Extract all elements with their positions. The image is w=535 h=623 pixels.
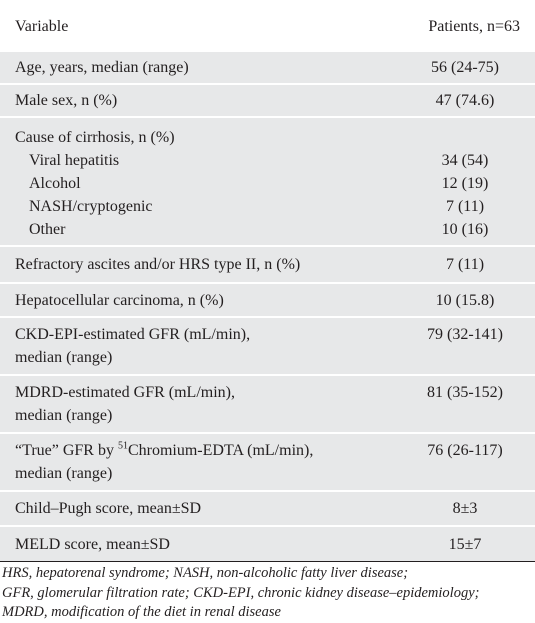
row-label: Male sex, n (%) — [0, 83, 395, 117]
row-label: Other — [0, 218, 395, 246]
row-label: “True” GFR by 51Chromium-EDTA (mL/min), m… — [0, 432, 395, 491]
row-value: 34 (54) — [395, 149, 535, 172]
row-label: Viral hepatitis — [0, 149, 395, 172]
table-row-cause-header: Cause of cirrhosis, n (%) — [0, 116, 535, 149]
footnote-line: MDRD, modification of the diet in renal … — [2, 604, 281, 621]
header-patients: Patients, n=63 — [395, 0, 535, 52]
patient-characteristics-table: Variable Patients, n=63 Age, years, medi… — [0, 0, 535, 561]
row-label: CKD-EPI-estimated GFR (mL/min), median (r… — [0, 316, 395, 375]
table-row-true-gfr: “True” GFR by 51Chromium-EDTA (mL/min), m… — [0, 432, 535, 491]
row-value — [395, 116, 535, 149]
table-row-ckd-epi: CKD-EPI-estimated GFR (mL/min), median (r… — [0, 316, 535, 375]
footnote-line: HRS, hepatorenal syndrome; NASH, non-alc… — [2, 565, 409, 581]
row-value: 47 (74.6) — [395, 83, 535, 117]
table-row-ascites: Refractory ascites and/or HRS type II, n… — [0, 245, 535, 283]
footnote-line: GFR, glomerular filtration rate; CKD-EPI… — [2, 584, 480, 601]
table-row-cause-alcohol: Alcohol 12 (19) — [0, 172, 535, 195]
row-label: Alcohol — [0, 172, 395, 195]
row-label-line1: CKD-EPI-estimated GFR (mL/min), — [15, 326, 251, 343]
row-label-post: Chromium-EDTA (mL/min), — [127, 442, 314, 459]
row-value: 81 (35-152) — [395, 374, 535, 433]
row-label-line1: MDRD-estimated GFR (mL/min), — [15, 384, 235, 401]
row-label: Hepatocellular carcinoma, n (%) — [0, 282, 395, 317]
row-value: 12 (19) — [395, 172, 535, 195]
header-variable: Variable — [0, 0, 395, 52]
table-row-cause-viral: Viral hepatitis 34 (54) — [0, 149, 535, 172]
row-value: 8±3 — [395, 490, 535, 526]
row-value: 15±7 — [395, 525, 535, 561]
row-value: 7 (11) — [395, 195, 535, 218]
table-row-age: Age, years, median (range) 56 (24-75) — [0, 52, 535, 84]
row-label-line2: median (range) — [15, 465, 113, 482]
table-header-row: Variable Patients, n=63 — [0, 0, 535, 52]
row-value: 76 (26-117) — [395, 432, 535, 491]
table-row-hcc: Hepatocellular carcinoma, n (%) 10 (15.8… — [0, 282, 535, 317]
row-value: 10 (16) — [395, 218, 535, 246]
row-label-line2: median (range) — [15, 349, 113, 366]
table-row-male-sex: Male sex, n (%) 47 (74.6) — [0, 83, 535, 117]
row-value: 79 (32-141) — [395, 316, 535, 375]
table-bottom-rule — [0, 561, 535, 562]
row-value: 56 (24-75) — [395, 52, 535, 84]
row-label: Cause of cirrhosis, n (%) — [0, 116, 395, 149]
table-row-cause-other: Other 10 (16) — [0, 218, 535, 246]
row-value: 7 (11) — [395, 245, 535, 283]
table-row-child-pugh: Child–Pugh score, mean±SD 8±3 — [0, 490, 535, 526]
row-label: Child–Pugh score, mean±SD — [0, 490, 395, 526]
isotope-superscript: 51 — [117, 440, 128, 452]
row-label: MELD score, mean±SD — [0, 525, 395, 561]
table-row-meld: MELD score, mean±SD 15±7 — [0, 525, 535, 561]
table-row-mdrd: MDRD-estimated GFR (mL/min), median (rang… — [0, 374, 535, 433]
row-label: MDRD-estimated GFR (mL/min), median (rang… — [0, 374, 395, 433]
table-row-cause-nash: NASH/cryptogenic 7 (11) — [0, 195, 535, 218]
row-label-line2: median (range) — [15, 407, 113, 424]
row-label-pre: “True” GFR by — [15, 442, 118, 459]
row-value: 10 (15.8) — [395, 282, 535, 317]
row-label: Refractory ascites and/or HRS type II, n… — [0, 245, 395, 283]
row-label: NASH/cryptogenic — [0, 195, 395, 218]
row-label: Age, years, median (range) — [0, 52, 395, 84]
